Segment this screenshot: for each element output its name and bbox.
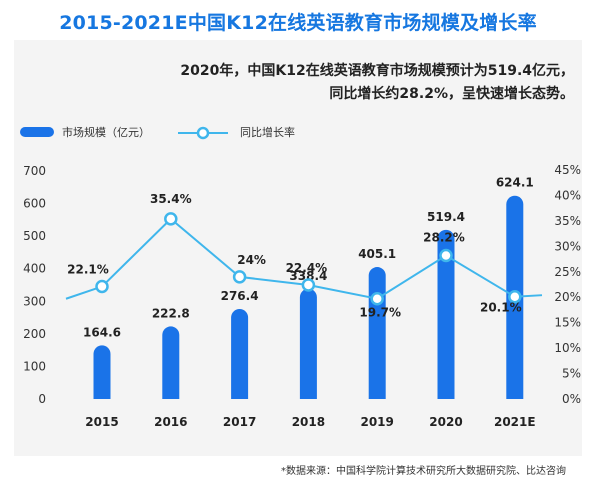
bar-value-label: 338.4 (289, 269, 327, 283)
y-left-tick-label: 700 (23, 164, 46, 178)
growth-rate-label: 28.2% (423, 230, 465, 244)
y-right-tick-label: 0% (562, 392, 581, 406)
growth-rate-label: 19.7% (359, 306, 401, 320)
source-note: *数据来源：中国科学院计算技术研究所大数据研究院、比达咨询 (281, 466, 566, 477)
y-right-tick-label: 35% (554, 214, 581, 228)
y-right-tick-label: 30% (554, 239, 581, 253)
bar-market-size (93, 345, 111, 399)
y-right-tick-label: 10% (554, 341, 581, 355)
legend-label-growth: 同比增长率 (240, 125, 295, 139)
growth-rate-marker (508, 289, 522, 304)
growth-rate-label: 22.1% (67, 263, 109, 277)
x-tick-label: 2019 (360, 415, 393, 429)
y-right-tick-label: 5% (562, 367, 581, 381)
y-left-tick-label: 100 (23, 359, 46, 373)
growth-rate-label: 24% (237, 253, 266, 267)
growth-rate-marker (301, 278, 316, 292)
y-left-tick-label: 600 (23, 197, 46, 211)
x-tick-label: 2018 (292, 415, 325, 429)
growth-rate-marker (439, 248, 453, 263)
x-tick-label: 2016 (154, 415, 187, 429)
bar-value-label: 519.4 (427, 210, 465, 224)
growth-rate-marker (232, 270, 247, 284)
bar-market-size (162, 326, 180, 399)
legend-swatch-market-size (20, 127, 54, 137)
x-tick-label: 2020 (429, 415, 462, 429)
y-right-tick-label: 45% (554, 163, 581, 177)
x-tick-label: 2015 (85, 415, 118, 429)
bar-market-size (368, 267, 386, 399)
legend-label-market-size: 市场规模（亿元） (62, 125, 150, 139)
y-left-tick-label: 500 (23, 229, 46, 243)
x-tick-label: 2017 (223, 415, 256, 429)
chart-title: 2015-2021E中国K12在线英语教育市场规模及增长率 (59, 12, 537, 34)
bar-value-label: 276.4 (221, 289, 259, 303)
chart-subtitle-line-1: 2020年，中国K12在线英语教育市场规模预计为519.4亿元， (180, 63, 574, 79)
y-right-tick-label: 25% (554, 265, 581, 279)
y-right-tick-label: 20% (554, 290, 581, 304)
growth-rate-label: 35.4% (150, 192, 192, 206)
chart-subtitle-line-2: 同比增长约28.2%，呈快速增长态势。 (329, 86, 574, 102)
growth-rate-marker (95, 279, 109, 294)
growth-rate-label: 20.1% (480, 301, 522, 315)
y-right-tick-label: 40% (554, 188, 581, 202)
y-left-tick-label: 200 (23, 327, 46, 341)
bar-value-label: 405.1 (358, 247, 396, 261)
bar-market-size (231, 308, 249, 399)
bar-value-label: 222.8 (152, 306, 190, 320)
bar-market-size (437, 229, 455, 399)
y-right-tick-label: 15% (554, 316, 581, 330)
bar-value-label: 164.6 (83, 325, 121, 339)
y-left-tick-label: 400 (23, 262, 46, 276)
bar-market-size (299, 288, 317, 399)
bar-value-label: 624.1 (496, 176, 534, 190)
growth-rate-label: 22.4% (286, 261, 328, 275)
growth-rate-marker (370, 291, 384, 306)
x-tick-label: 2021E (494, 415, 536, 429)
y-left-tick-label: 300 (23, 294, 46, 308)
legend-swatch-growth-marker (196, 126, 210, 140)
growth-rate-marker (164, 212, 178, 226)
y-left-tick-label: 0 (38, 392, 46, 406)
